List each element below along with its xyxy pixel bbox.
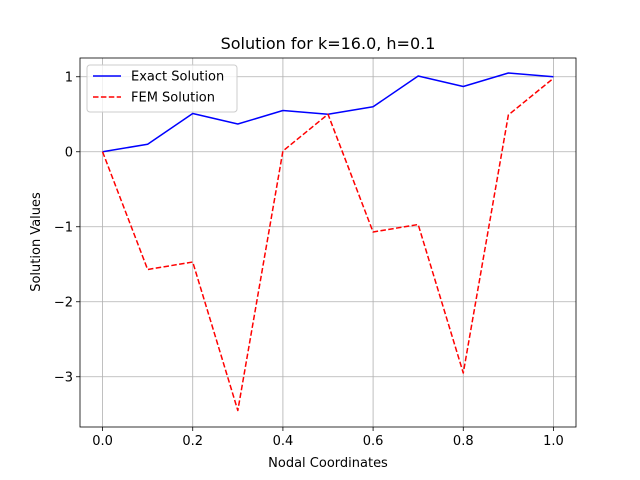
y-tick-label: −3 (54, 370, 73, 385)
y-tick-label: −2 (54, 295, 73, 310)
legend-label-exact: Exact Solution (131, 70, 224, 85)
legend-box (86, 64, 238, 113)
legend: Exact Solution FEM Solution (86, 64, 238, 113)
x-tick-label: 0.8 (453, 434, 474, 449)
axis-ticks: 0.0 0.2 0.4 0.6 0.8 1.0 −3 −2 −1 0 1 (54, 70, 564, 449)
series-line-fem-solution (101, 77, 554, 412)
x-tick-label: 0.4 (273, 434, 294, 449)
x-tick-label: 1.0 (543, 434, 564, 449)
chart-title: Solution for k=16.0, h=0.1 (221, 34, 436, 53)
y-axis-label: Solution Values (29, 192, 44, 292)
plot-frame (79, 57, 577, 428)
y-tick-label: 0 (65, 145, 73, 160)
x-axis-label: Nodal Coordinates (268, 456, 388, 471)
x-tick-label: 0.0 (92, 434, 113, 449)
series-group (101, 72, 554, 412)
legend-label-fem: FEM Solution (131, 91, 215, 106)
x-tick-label: 0.6 (363, 434, 384, 449)
x-tick-label: 0.2 (182, 434, 203, 449)
y-tick-label: 1 (65, 70, 73, 85)
y-tick-label: −1 (54, 220, 73, 235)
